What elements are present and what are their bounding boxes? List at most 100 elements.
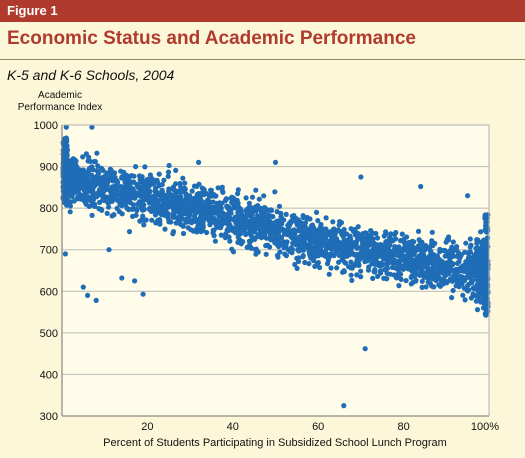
data-point bbox=[244, 225, 250, 231]
data-point bbox=[268, 213, 275, 219]
data-point bbox=[99, 207, 105, 213]
data-point bbox=[183, 201, 189, 208]
data-point bbox=[396, 246, 402, 252]
data-point bbox=[227, 238, 233, 244]
data-point bbox=[173, 190, 179, 196]
data-point bbox=[290, 240, 296, 246]
data-point bbox=[401, 236, 407, 243]
data-point bbox=[98, 190, 104, 196]
data-point bbox=[400, 254, 406, 260]
data-point bbox=[152, 208, 158, 214]
data-point bbox=[235, 216, 241, 222]
data-point bbox=[207, 222, 213, 228]
y-axis-label-line-2: Performance Index bbox=[18, 102, 103, 113]
data-point bbox=[309, 225, 315, 231]
data-point bbox=[358, 274, 364, 280]
data-point bbox=[204, 229, 210, 236]
data-point bbox=[467, 236, 473, 242]
data-point bbox=[455, 281, 461, 287]
x-tick-label: 100% bbox=[471, 421, 499, 433]
data-point bbox=[283, 211, 289, 217]
data-point bbox=[272, 189, 278, 195]
data-point bbox=[212, 193, 218, 199]
data-point bbox=[377, 263, 384, 269]
data-point bbox=[170, 231, 176, 237]
data-point bbox=[399, 231, 405, 237]
data-point bbox=[195, 220, 201, 226]
data-point bbox=[249, 208, 255, 215]
data-point bbox=[296, 235, 302, 241]
data-point bbox=[272, 159, 279, 165]
data-point bbox=[89, 172, 95, 178]
data-point bbox=[200, 202, 206, 208]
data-point bbox=[263, 243, 269, 249]
data-point bbox=[412, 273, 418, 279]
data-point bbox=[83, 172, 89, 178]
data-point bbox=[334, 265, 340, 271]
data-point bbox=[341, 226, 347, 233]
data-point bbox=[146, 205, 153, 212]
data-point bbox=[119, 275, 125, 281]
data-point bbox=[121, 169, 127, 175]
data-point bbox=[441, 247, 447, 254]
data-point bbox=[402, 260, 408, 266]
data-point bbox=[429, 229, 435, 235]
data-point bbox=[196, 202, 202, 208]
x-tick-label: 80 bbox=[397, 421, 409, 433]
data-point bbox=[440, 276, 447, 282]
data-point bbox=[177, 218, 183, 224]
data-point bbox=[92, 180, 98, 186]
data-point bbox=[126, 207, 132, 213]
data-point bbox=[451, 245, 458, 252]
data-point bbox=[295, 258, 302, 265]
data-point bbox=[93, 297, 99, 303]
data-point bbox=[471, 286, 477, 292]
data-point bbox=[354, 257, 360, 263]
data-point bbox=[436, 274, 442, 280]
data-point bbox=[100, 196, 106, 202]
data-point bbox=[94, 150, 100, 156]
data-point bbox=[157, 209, 163, 215]
data-point bbox=[180, 175, 186, 181]
data-point bbox=[465, 267, 471, 273]
data-point bbox=[352, 226, 358, 233]
data-point bbox=[470, 291, 476, 297]
data-point bbox=[419, 278, 425, 284]
data-point bbox=[88, 177, 94, 183]
data-point bbox=[130, 202, 136, 208]
data-point bbox=[393, 259, 399, 265]
data-point bbox=[387, 239, 393, 245]
data-point bbox=[67, 203, 73, 209]
data-point bbox=[167, 186, 173, 192]
data-point bbox=[425, 266, 431, 272]
data-point bbox=[327, 243, 333, 249]
data-point bbox=[235, 187, 241, 193]
data-point bbox=[328, 251, 334, 257]
data-point bbox=[410, 244, 416, 250]
data-point bbox=[288, 220, 294, 226]
data-point bbox=[279, 215, 285, 221]
y-tick-label: 900 bbox=[40, 162, 58, 174]
data-point bbox=[233, 220, 239, 226]
data-point bbox=[218, 205, 224, 211]
data-point bbox=[227, 215, 234, 221]
data-point bbox=[396, 269, 402, 275]
data-point bbox=[296, 222, 302, 229]
data-point bbox=[182, 180, 188, 186]
data-point bbox=[341, 403, 347, 409]
data-point bbox=[185, 225, 191, 231]
data-point bbox=[484, 264, 490, 270]
data-point bbox=[482, 240, 488, 246]
data-point bbox=[313, 209, 320, 215]
data-point bbox=[87, 184, 94, 191]
data-point bbox=[439, 259, 445, 265]
data-point bbox=[63, 124, 69, 130]
data-point bbox=[325, 229, 331, 235]
data-point bbox=[143, 191, 149, 197]
data-point bbox=[423, 271, 429, 277]
data-point bbox=[455, 273, 461, 279]
data-point bbox=[485, 308, 491, 314]
data-point bbox=[95, 163, 101, 169]
data-point bbox=[446, 255, 453, 261]
data-point bbox=[268, 237, 274, 243]
